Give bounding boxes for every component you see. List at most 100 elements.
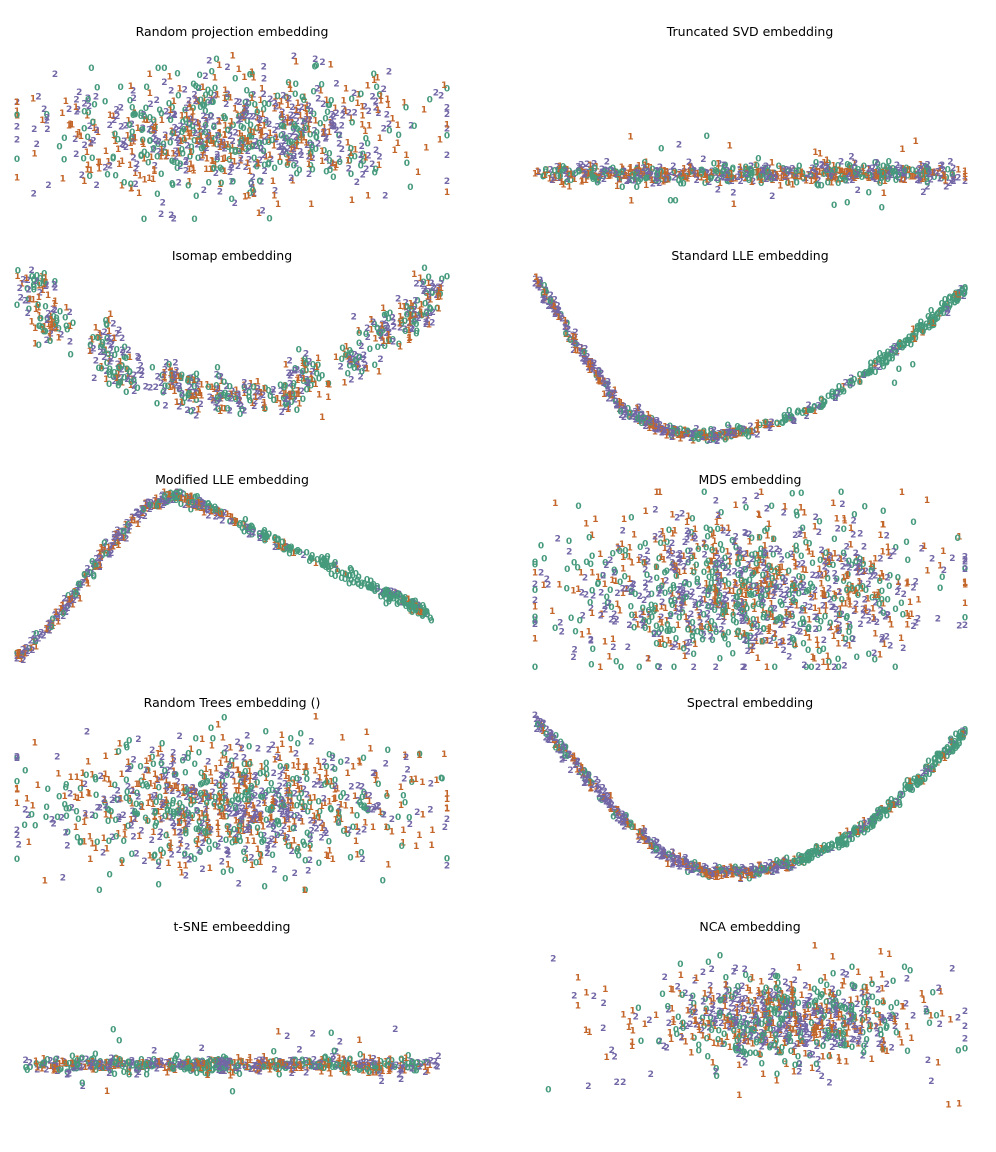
data-point: 0: [246, 393, 252, 403]
data-point: 0: [37, 315, 43, 325]
data-point: 1: [849, 169, 855, 179]
data-point: 1: [321, 822, 327, 832]
data-point: 2: [562, 167, 568, 177]
data-point: 2: [388, 587, 394, 597]
data-point: 2: [136, 515, 142, 525]
data-point: 2: [762, 636, 768, 646]
data-point: 2: [291, 152, 297, 162]
data-point: 1: [619, 540, 625, 550]
data-point: 2: [155, 373, 161, 383]
data-point: 2: [618, 411, 624, 421]
data-point: 0: [359, 579, 365, 589]
data-point: 1: [808, 166, 814, 176]
data-point: 2: [860, 611, 866, 621]
data-point: 1: [724, 430, 730, 440]
data-point: 1: [572, 346, 578, 356]
data-point: 2: [632, 410, 638, 420]
data-point: 0: [617, 408, 623, 418]
data-point: 2: [403, 299, 409, 309]
data-point: 0: [320, 561, 326, 571]
data-point: 0: [49, 615, 55, 625]
data-point: 0: [273, 787, 279, 797]
data-point: 1: [388, 590, 394, 600]
data-point: 2: [648, 170, 654, 180]
data-point: 0: [242, 516, 248, 526]
data-point: 1: [64, 599, 70, 609]
data-point: 0: [566, 167, 572, 177]
data-point: 1: [586, 366, 592, 376]
data-point: 1: [832, 174, 838, 184]
data-point: 0: [868, 359, 874, 369]
data-point: 1: [676, 643, 682, 653]
data-point: 1: [865, 594, 871, 604]
data-point: 1: [74, 130, 80, 140]
data-point: 0: [923, 320, 929, 330]
data-point: 1: [258, 130, 264, 140]
data-point: 2: [93, 93, 99, 103]
data-point: 0: [901, 341, 907, 351]
data-point: 0: [786, 590, 792, 600]
data-point: 0: [861, 162, 867, 172]
data-point: 0: [721, 163, 727, 173]
data-point: 1: [881, 169, 887, 179]
data-point: 1: [107, 111, 113, 121]
data-point: 0: [94, 83, 100, 93]
data-point: 2: [688, 430, 694, 440]
data-point: 2: [375, 109, 381, 119]
data-point: 1: [546, 175, 552, 185]
data-point: 2: [218, 138, 224, 148]
data-point: 0: [552, 624, 558, 634]
data-point: 0: [75, 580, 81, 590]
data-point: 1: [921, 173, 927, 183]
data-point: 1: [639, 170, 645, 180]
data-point: 1: [838, 555, 844, 565]
data-point: 1: [82, 570, 88, 580]
data-point: 0: [90, 334, 96, 344]
data-point: 1: [912, 137, 918, 147]
data-point: 1: [355, 90, 361, 100]
data-point: 0: [712, 565, 718, 575]
data-point: 1: [441, 750, 447, 760]
data-point: 2: [243, 523, 249, 533]
data-point: 0: [360, 157, 366, 167]
data-point: 2: [685, 648, 691, 658]
data-point: 0: [807, 406, 813, 416]
data-point: 0: [174, 159, 180, 169]
data-point: 0: [667, 428, 673, 438]
data-point: 2: [668, 168, 674, 178]
data-point: 0: [380, 590, 386, 600]
data-point: 1: [296, 843, 302, 853]
data-point: 0: [540, 290, 546, 300]
data-point: 1: [610, 635, 616, 645]
data-point: 2: [162, 402, 168, 412]
data-point: 0: [412, 601, 418, 611]
data-point: 0: [592, 164, 598, 174]
data-point: 1: [283, 787, 289, 797]
data-point: 1: [217, 129, 223, 139]
data-point: 2: [611, 389, 617, 399]
data-point: 0: [121, 374, 127, 384]
data-point: 0: [691, 569, 697, 579]
data-point: 0: [701, 568, 707, 578]
data-point: 0: [290, 776, 296, 786]
data-point: 2: [591, 359, 597, 369]
data-point: 1: [533, 273, 539, 283]
data-point: 0: [698, 166, 704, 176]
data-point: 1: [261, 399, 267, 409]
data-point: 2: [738, 567, 744, 577]
data-point: 1: [641, 558, 647, 568]
data-point: 0: [281, 123, 287, 133]
data-point: 2: [218, 389, 224, 399]
data-point: 2: [207, 393, 213, 403]
data-point: 0: [190, 80, 196, 90]
data-point: 2: [178, 374, 184, 384]
data-point: 1: [669, 590, 675, 600]
data-point: 2: [126, 523, 132, 533]
data-point: 0: [841, 174, 847, 184]
data-point: 0: [634, 165, 640, 175]
data-point: 1: [623, 585, 629, 595]
data-point: 0: [195, 84, 201, 94]
data-point: 0: [815, 181, 821, 191]
data-point: 0: [314, 369, 320, 379]
data-point: 2: [642, 566, 648, 576]
